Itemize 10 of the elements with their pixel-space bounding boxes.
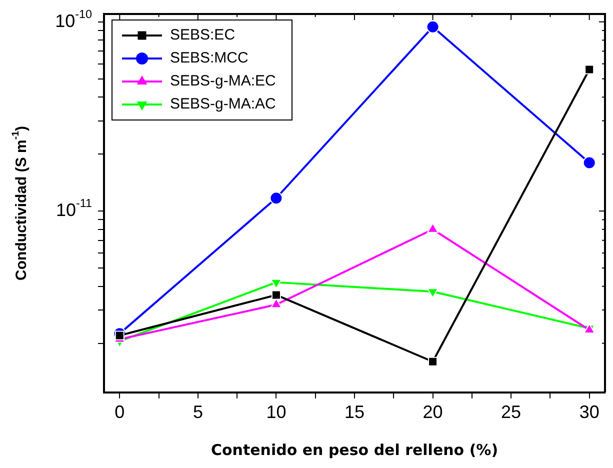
x-tick-label: 0 bbox=[114, 402, 125, 422]
x-axis-title: Contenido en peso del relleno (%) bbox=[210, 440, 498, 459]
point bbox=[428, 356, 438, 366]
x-tick-label: 10 bbox=[266, 402, 286, 422]
x-tick-label: 30 bbox=[579, 402, 600, 422]
x-tick-label: 5 bbox=[192, 402, 203, 422]
x-tick-label: 20 bbox=[422, 402, 443, 422]
x-tick-label: 15 bbox=[344, 402, 365, 422]
y-axis-title: Conductividad (S m-1) bbox=[10, 126, 30, 280]
x-tick-label: 25 bbox=[501, 402, 522, 422]
